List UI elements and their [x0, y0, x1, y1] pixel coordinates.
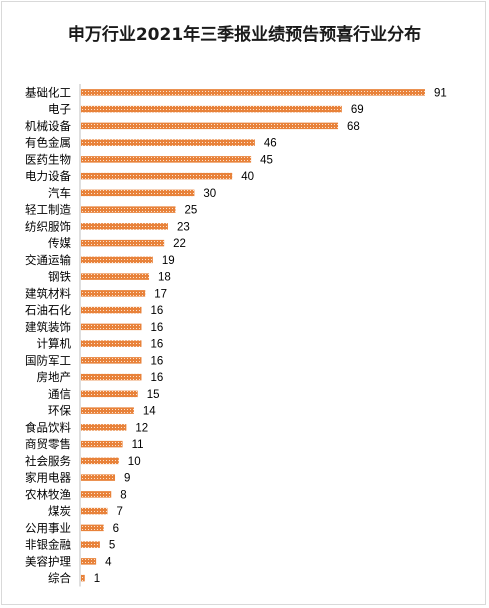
- category-label-23: 家用电器: [25, 471, 71, 485]
- category-label-17: 房地产: [37, 370, 72, 384]
- value-label-0: 91: [434, 87, 447, 99]
- bar-5: [81, 172, 233, 180]
- value-label-13: 16: [150, 305, 163, 317]
- bar-23: [81, 474, 116, 481]
- category-label-19: 环保: [48, 404, 71, 418]
- bar-4: [81, 156, 252, 163]
- value-label-26: 6: [113, 523, 119, 535]
- value-label-25: 7: [116, 506, 122, 518]
- bar-19: [81, 407, 134, 414]
- value-label-21: 11: [132, 439, 144, 451]
- bar-16: [81, 357, 142, 364]
- value-label-18: 15: [147, 389, 160, 401]
- value-label-7: 25: [185, 205, 198, 217]
- category-label-12: 建筑材料: [25, 286, 71, 300]
- category-label-9: 传媒: [48, 236, 71, 250]
- category-label-5: 电力设备: [25, 169, 71, 183]
- category-label-7: 轻工制造: [25, 203, 71, 217]
- bar-24: [81, 491, 112, 498]
- bar-11: [81, 273, 150, 280]
- value-label-1: 69: [351, 104, 364, 116]
- category-label-18: 通信: [48, 387, 71, 401]
- category-label-11: 钢铁: [48, 270, 71, 284]
- bar-27: [81, 541, 100, 548]
- category-label-3: 有色金属: [25, 136, 71, 150]
- chart-title: 申万行业2021年三季报业绩预告预喜行业分布: [67, 25, 422, 45]
- bar-12: [81, 290, 146, 297]
- bar-18: [81, 390, 138, 398]
- value-label-14: 16: [150, 322, 163, 334]
- bar-25: [81, 507, 108, 515]
- bar-10: [81, 256, 153, 264]
- value-label-4: 45: [260, 154, 273, 166]
- value-label-2: 68: [347, 121, 360, 133]
- bar-22: [81, 457, 119, 465]
- value-label-17: 16: [150, 372, 163, 384]
- value-label-3: 46: [264, 138, 277, 150]
- category-label-2: 机械设备: [25, 119, 71, 133]
- bar-28: [81, 558, 97, 565]
- bar-6: [81, 189, 195, 197]
- category-label-1: 电子: [48, 102, 71, 116]
- value-label-19: 14: [143, 406, 156, 418]
- bar-21: [81, 440, 123, 448]
- category-label-22: 社会服务: [25, 454, 71, 468]
- category-label-24: 农林牧渔: [25, 487, 71, 501]
- category-label-10: 交通运输: [25, 253, 71, 267]
- category-label-25: 煤炭: [48, 504, 71, 518]
- bar-1: [81, 105, 342, 113]
- bar-0: [81, 89, 425, 96]
- value-label-29: 1: [94, 573, 100, 585]
- category-label-4: 医药生物: [25, 152, 71, 166]
- value-label-11: 18: [158, 272, 171, 284]
- value-label-9: 22: [173, 238, 186, 250]
- category-label-8: 纺织服饰: [25, 219, 71, 233]
- category-label-27: 非银金融: [25, 538, 71, 552]
- value-label-8: 23: [177, 221, 190, 233]
- bar-3: [81, 139, 255, 146]
- category-label-15: 计算机: [37, 337, 72, 351]
- category-label-13: 石油石化: [25, 303, 71, 317]
- value-label-28: 4: [105, 556, 112, 568]
- bar-7: [81, 206, 176, 213]
- category-label-28: 美容护理: [25, 554, 71, 568]
- bar-17: [81, 373, 142, 381]
- bar-9: [81, 239, 165, 247]
- value-label-20: 12: [135, 422, 148, 434]
- bar-20: [81, 424, 127, 431]
- bar-14: [81, 323, 142, 331]
- bar-13: [81, 306, 142, 314]
- value-label-15: 16: [150, 339, 163, 351]
- value-label-23: 9: [124, 473, 130, 485]
- category-label-20: 食品饮料: [25, 420, 71, 434]
- value-label-6: 30: [203, 188, 216, 200]
- category-label-0: 基础化工: [25, 85, 71, 99]
- value-label-5: 40: [241, 171, 254, 183]
- value-label-12: 17: [154, 288, 167, 300]
- value-label-22: 10: [128, 456, 141, 468]
- category-label-21: 商贸零售: [25, 437, 71, 451]
- bar-15: [81, 340, 142, 347]
- value-label-27: 5: [109, 540, 115, 552]
- category-label-29: 综合: [48, 571, 71, 585]
- category-label-16: 国防军工: [25, 353, 71, 367]
- category-label-14: 建筑装饰: [25, 320, 71, 334]
- value-label-16: 16: [150, 355, 163, 367]
- bar-29: [81, 574, 85, 582]
- bar-26: [81, 524, 104, 532]
- category-label-6: 汽车: [48, 186, 71, 200]
- bar-2: [81, 122, 339, 130]
- value-label-24: 8: [120, 489, 126, 501]
- value-label-10: 19: [162, 255, 175, 267]
- category-label-26: 公用事业: [25, 521, 71, 535]
- bar-8: [81, 223, 168, 230]
